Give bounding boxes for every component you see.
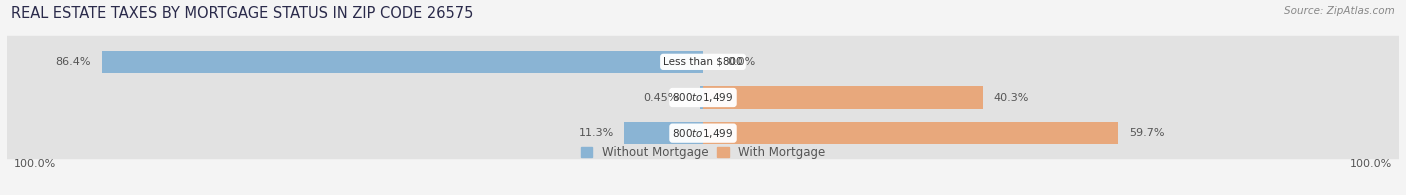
Bar (101, 51, 703, 73)
Bar (700, 86, 703, 109)
FancyBboxPatch shape (1, 107, 1405, 159)
Text: Less than $800: Less than $800 (664, 57, 742, 67)
FancyBboxPatch shape (1, 72, 1405, 123)
Text: REAL ESTATE TAXES BY MORTGAGE STATUS IN ZIP CODE 26575: REAL ESTATE TAXES BY MORTGAGE STATUS IN … (11, 6, 474, 21)
Text: 100.0%: 100.0% (1350, 159, 1392, 169)
Text: 59.7%: 59.7% (1129, 128, 1164, 138)
Bar (624, 122, 703, 144)
Text: Source: ZipAtlas.com: Source: ZipAtlas.com (1284, 6, 1395, 16)
Text: 100.0%: 100.0% (14, 159, 56, 169)
Bar (703, 122, 1119, 144)
FancyBboxPatch shape (1, 36, 1405, 88)
Text: $800 to $1,499: $800 to $1,499 (672, 127, 734, 140)
Text: 40.3%: 40.3% (994, 92, 1029, 103)
Text: 0.0%: 0.0% (727, 57, 755, 67)
Bar (703, 86, 983, 109)
Text: 86.4%: 86.4% (56, 57, 91, 67)
Text: $800 to $1,499: $800 to $1,499 (672, 91, 734, 104)
Text: 11.3%: 11.3% (579, 128, 614, 138)
Legend: Without Mortgage, With Mortgage: Without Mortgage, With Mortgage (576, 142, 830, 164)
Text: 0.45%: 0.45% (644, 92, 679, 103)
